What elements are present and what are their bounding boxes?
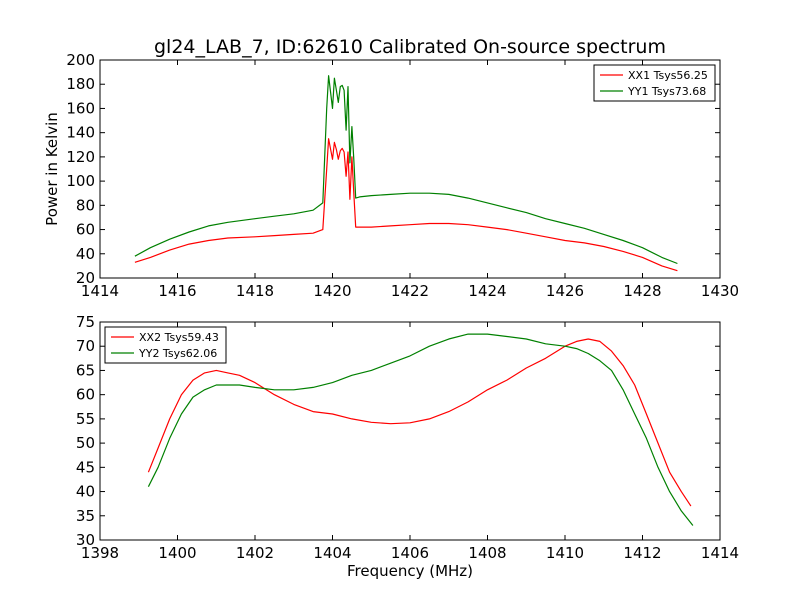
y-tick-label: 70 (76, 337, 95, 355)
y-tick-label: 55 (76, 410, 95, 428)
y-tick-label: 40 (76, 245, 95, 263)
y-tick-label: 160 (66, 99, 95, 117)
x-tick-label: 1404 (313, 544, 351, 562)
y-tick-label: 200 (66, 51, 95, 69)
x-tick-label: 1418 (236, 282, 274, 300)
x-axis-label: Frequency (MHz) (347, 562, 473, 580)
x-tick-label: 1410 (546, 544, 584, 562)
legend-box (104, 326, 227, 364)
y-tick-label: 60 (76, 386, 95, 404)
series-line-1 (134, 138, 678, 272)
y-tick-label: 20 (76, 269, 95, 287)
y-tick-label: 140 (66, 124, 95, 142)
series-line-1 (147, 338, 692, 507)
x-tick-label: 1420 (313, 282, 351, 300)
y-tick-label: 60 (76, 221, 95, 239)
legend: XX1 Tsys56.25 YY1 Tsys73.68 (593, 64, 716, 102)
y-tick-label: 65 (76, 361, 95, 379)
y-tick-label: 45 (76, 458, 95, 476)
y-tick-label: 180 (66, 75, 95, 93)
figure-title: gl24_LAB_7, ID:62610 Calibrated On-sourc… (154, 36, 666, 58)
x-tick-label: 1414 (701, 544, 739, 562)
legend-label: YY1 Tsys73.68 (627, 85, 706, 98)
y-tick-label: 35 (76, 507, 95, 525)
x-tick-label: 1406 (391, 544, 429, 562)
y-tick-label: 80 (76, 196, 95, 214)
legend-box (593, 64, 716, 102)
x-tick-label: 1428 (623, 282, 661, 300)
legend-label: XX1 Tsys56.25 (628, 69, 708, 82)
x-tick-label: 1412 (623, 544, 661, 562)
x-tick-label: 1402 (236, 544, 274, 562)
series-line-2 (147, 333, 694, 526)
x-tick-label: 1422 (391, 282, 429, 300)
x-tick-label: 1398 (81, 544, 119, 562)
x-tick-label: 1414 (81, 282, 119, 300)
y-tick-label: 120 (66, 148, 95, 166)
x-tick-label: 1400 (158, 544, 196, 562)
x-tick-label: 1430 (701, 282, 739, 300)
x-tick-label: 1426 (546, 282, 584, 300)
y-tick-label: 50 (76, 434, 95, 452)
y-tick-label: 100 (66, 172, 95, 190)
y-tick-label: 75 (76, 313, 95, 331)
y-tick-label: 30 (76, 531, 95, 549)
y-tick-label: 40 (76, 483, 95, 501)
series-line-2 (134, 75, 678, 265)
bottom-spectrum-panel: 1398 1400 1402 1404 1406 1408 1410 1412 1414 30 35… (76, 313, 739, 580)
top-spectrum-panel: 1414 1416 1418 1420 1422 1424 1426 1428 1430 20 40… (43, 51, 739, 300)
legend: XX2 Tsys59.43 YY2 Tsys62.06 (104, 326, 227, 364)
legend-label: YY2 Tsys62.06 (138, 347, 217, 360)
legend-label: XX2 Tsys59.43 (139, 331, 219, 344)
x-tick-label: 1424 (468, 282, 506, 300)
x-tick-label: 1408 (468, 544, 506, 562)
y-axis-label: Power in Kelvin (43, 112, 61, 226)
x-tick-label: 1416 (158, 282, 196, 300)
